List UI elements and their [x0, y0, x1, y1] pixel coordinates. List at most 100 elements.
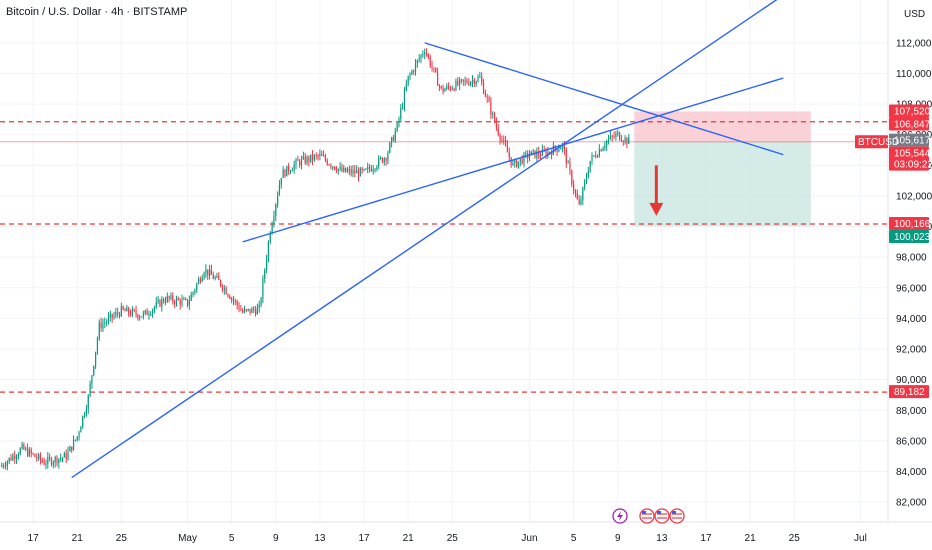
candle-body [172, 295, 174, 302]
candle-body [218, 276, 220, 280]
candle-body [286, 165, 288, 177]
candle-body [254, 310, 257, 315]
candle-body [96, 338, 99, 352]
candle-body [383, 158, 385, 163]
candle-body [617, 132, 619, 134]
candle-body [203, 273, 205, 278]
candle-body [571, 170, 573, 185]
candle-body [580, 200, 582, 205]
candle-body [177, 298, 179, 301]
candle-body [50, 458, 53, 465]
candle-body [372, 169, 374, 172]
price-tag-box [889, 230, 929, 244]
candle-body [343, 167, 345, 172]
candle-body [573, 184, 575, 191]
candle-body [600, 149, 602, 152]
candle-body [335, 169, 338, 172]
candle-body [236, 301, 238, 306]
candle-body [282, 169, 284, 178]
candle-body [21, 444, 23, 449]
candle-body [45, 463, 47, 465]
candle-body [444, 89, 446, 92]
trendlines[interactable] [71, 0, 795, 479]
candle-body [447, 85, 450, 88]
candle-body [104, 322, 106, 324]
horizontal-levels[interactable] [0, 121, 888, 393]
candle-body [370, 169, 372, 172]
candle-body [126, 307, 128, 312]
candle-body [273, 215, 275, 225]
candle-body [107, 317, 110, 322]
candle-body [10, 457, 12, 461]
take-profit-zone [634, 141, 811, 227]
candle-body [517, 161, 520, 167]
down-arrow-annotation[interactable] [649, 165, 664, 216]
candle-body [455, 80, 457, 91]
candle-body [278, 184, 281, 196]
candle-body [3, 465, 5, 467]
candle-body [122, 306, 124, 310]
candle-body [161, 299, 163, 307]
time-tick-label: 9 [273, 533, 279, 544]
candle-body [523, 153, 525, 164]
candle-body [61, 457, 64, 459]
candle-body [471, 79, 474, 82]
candle-body [186, 299, 189, 306]
candle-body [93, 365, 95, 376]
candle-body [585, 177, 588, 182]
time-tick-label: Jul [854, 533, 867, 544]
candle-body [304, 156, 306, 164]
candle-body [337, 168, 339, 172]
candle-body [365, 168, 367, 170]
candle-body [71, 446, 73, 451]
price-tick-label: 110,000 [896, 69, 932, 80]
candle-body [389, 143, 391, 153]
price-tick-label: 88,000 [896, 406, 927, 417]
candle-body [80, 426, 82, 433]
candle-body [19, 448, 21, 455]
candle-body [144, 310, 146, 314]
candle-body [402, 106, 404, 109]
candle-body [164, 301, 167, 303]
candle-body [569, 162, 571, 171]
time-tick-label: May [178, 533, 197, 544]
candle-body [129, 313, 132, 316]
candle-body [242, 310, 244, 313]
candle-body [440, 85, 442, 88]
candle-body [475, 81, 477, 85]
stop-loss-zone [634, 111, 811, 142]
candle-body [488, 97, 490, 102]
time-axis[interactable]: 17 21 25 May 5 9 13 17 21 25 Jun 5 9 13 17 21 25 Jul [28, 533, 867, 544]
candle-body [561, 143, 564, 149]
candle-body [190, 294, 192, 301]
economic-events[interactable] [612, 508, 685, 524]
candle-body [409, 74, 411, 76]
time-tick-label: 17 [358, 533, 370, 544]
candle-body [326, 160, 328, 165]
candle-body [563, 143, 566, 150]
candle-body [477, 77, 479, 82]
time-tick-label: 13 [314, 533, 326, 544]
candle-body [346, 170, 349, 172]
time-tick-label: 21 [745, 533, 757, 544]
time-tick-label: 17 [700, 533, 712, 544]
candle-body [300, 158, 303, 166]
candle-body [220, 279, 222, 286]
candle-body [334, 166, 336, 170]
candle-body [82, 416, 84, 427]
candle-body [582, 187, 584, 201]
candle-body [339, 167, 341, 169]
candle-body [613, 136, 615, 138]
flag-canton [672, 511, 676, 514]
price-tick-label: 84,000 [896, 467, 927, 478]
candle-body [4, 466, 7, 468]
candle-body [387, 152, 389, 161]
candle-body [319, 153, 321, 157]
candle-body [460, 79, 463, 81]
position-zones[interactable] [634, 111, 811, 227]
candle-body [596, 156, 599, 158]
candle-body [317, 155, 319, 157]
candle-body [208, 269, 211, 276]
candle-body [23, 444, 25, 450]
